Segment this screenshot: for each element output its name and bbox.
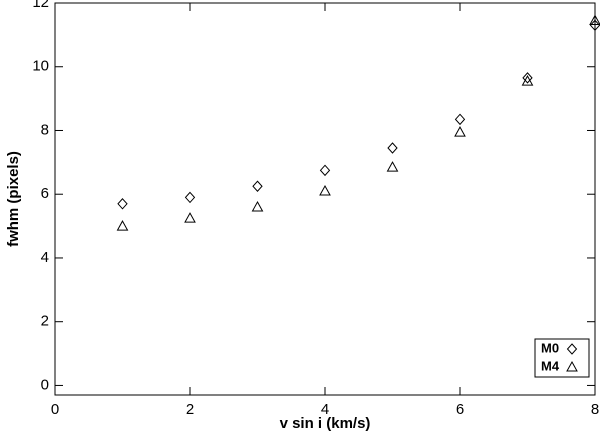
plot-frame [54,2,596,396]
triangle-marker [521,75,534,86]
diamond-marker [117,198,128,210]
y-tick-label: 0 [41,376,49,393]
legend-marker [566,343,578,355]
x-tick-label: 6 [456,401,464,418]
x-tick-label: 4 [321,401,329,418]
legend-box [534,338,590,378]
x-tick-label: 0 [51,401,59,418]
y-tick-label: 10 [32,58,49,75]
diamond-marker [589,19,600,32]
triangle-marker [251,200,264,212]
legend-label: M4 [541,358,560,373]
diamond-marker [522,72,533,84]
y-tick-label: 6 [41,185,49,202]
y-tick-label: 12 [32,0,49,11]
x-tick-label: 8 [591,401,599,418]
diamond-marker [252,180,263,192]
x-axis-label: v sin i (km/s) [280,415,371,432]
diamond-marker [387,142,398,154]
legend-marker [566,360,578,372]
diamond-marker [454,113,466,126]
y-tick-label: 4 [41,249,49,266]
diamond-marker [184,191,196,204]
triangle-marker [386,161,399,172]
y-axis-label: fwhm (pixels) [5,151,22,247]
triangle-marker [116,220,129,231]
y-tick-label: 8 [41,121,49,138]
legend-label: M0 [541,340,559,355]
y-tick-label: 2 [41,313,49,330]
triangle-marker [589,14,600,26]
diamond-marker [319,164,331,177]
triangle-marker [184,212,196,223]
x-tick-label: 2 [186,401,194,418]
triangle-marker [319,185,331,196]
triangle-marker [454,126,466,137]
